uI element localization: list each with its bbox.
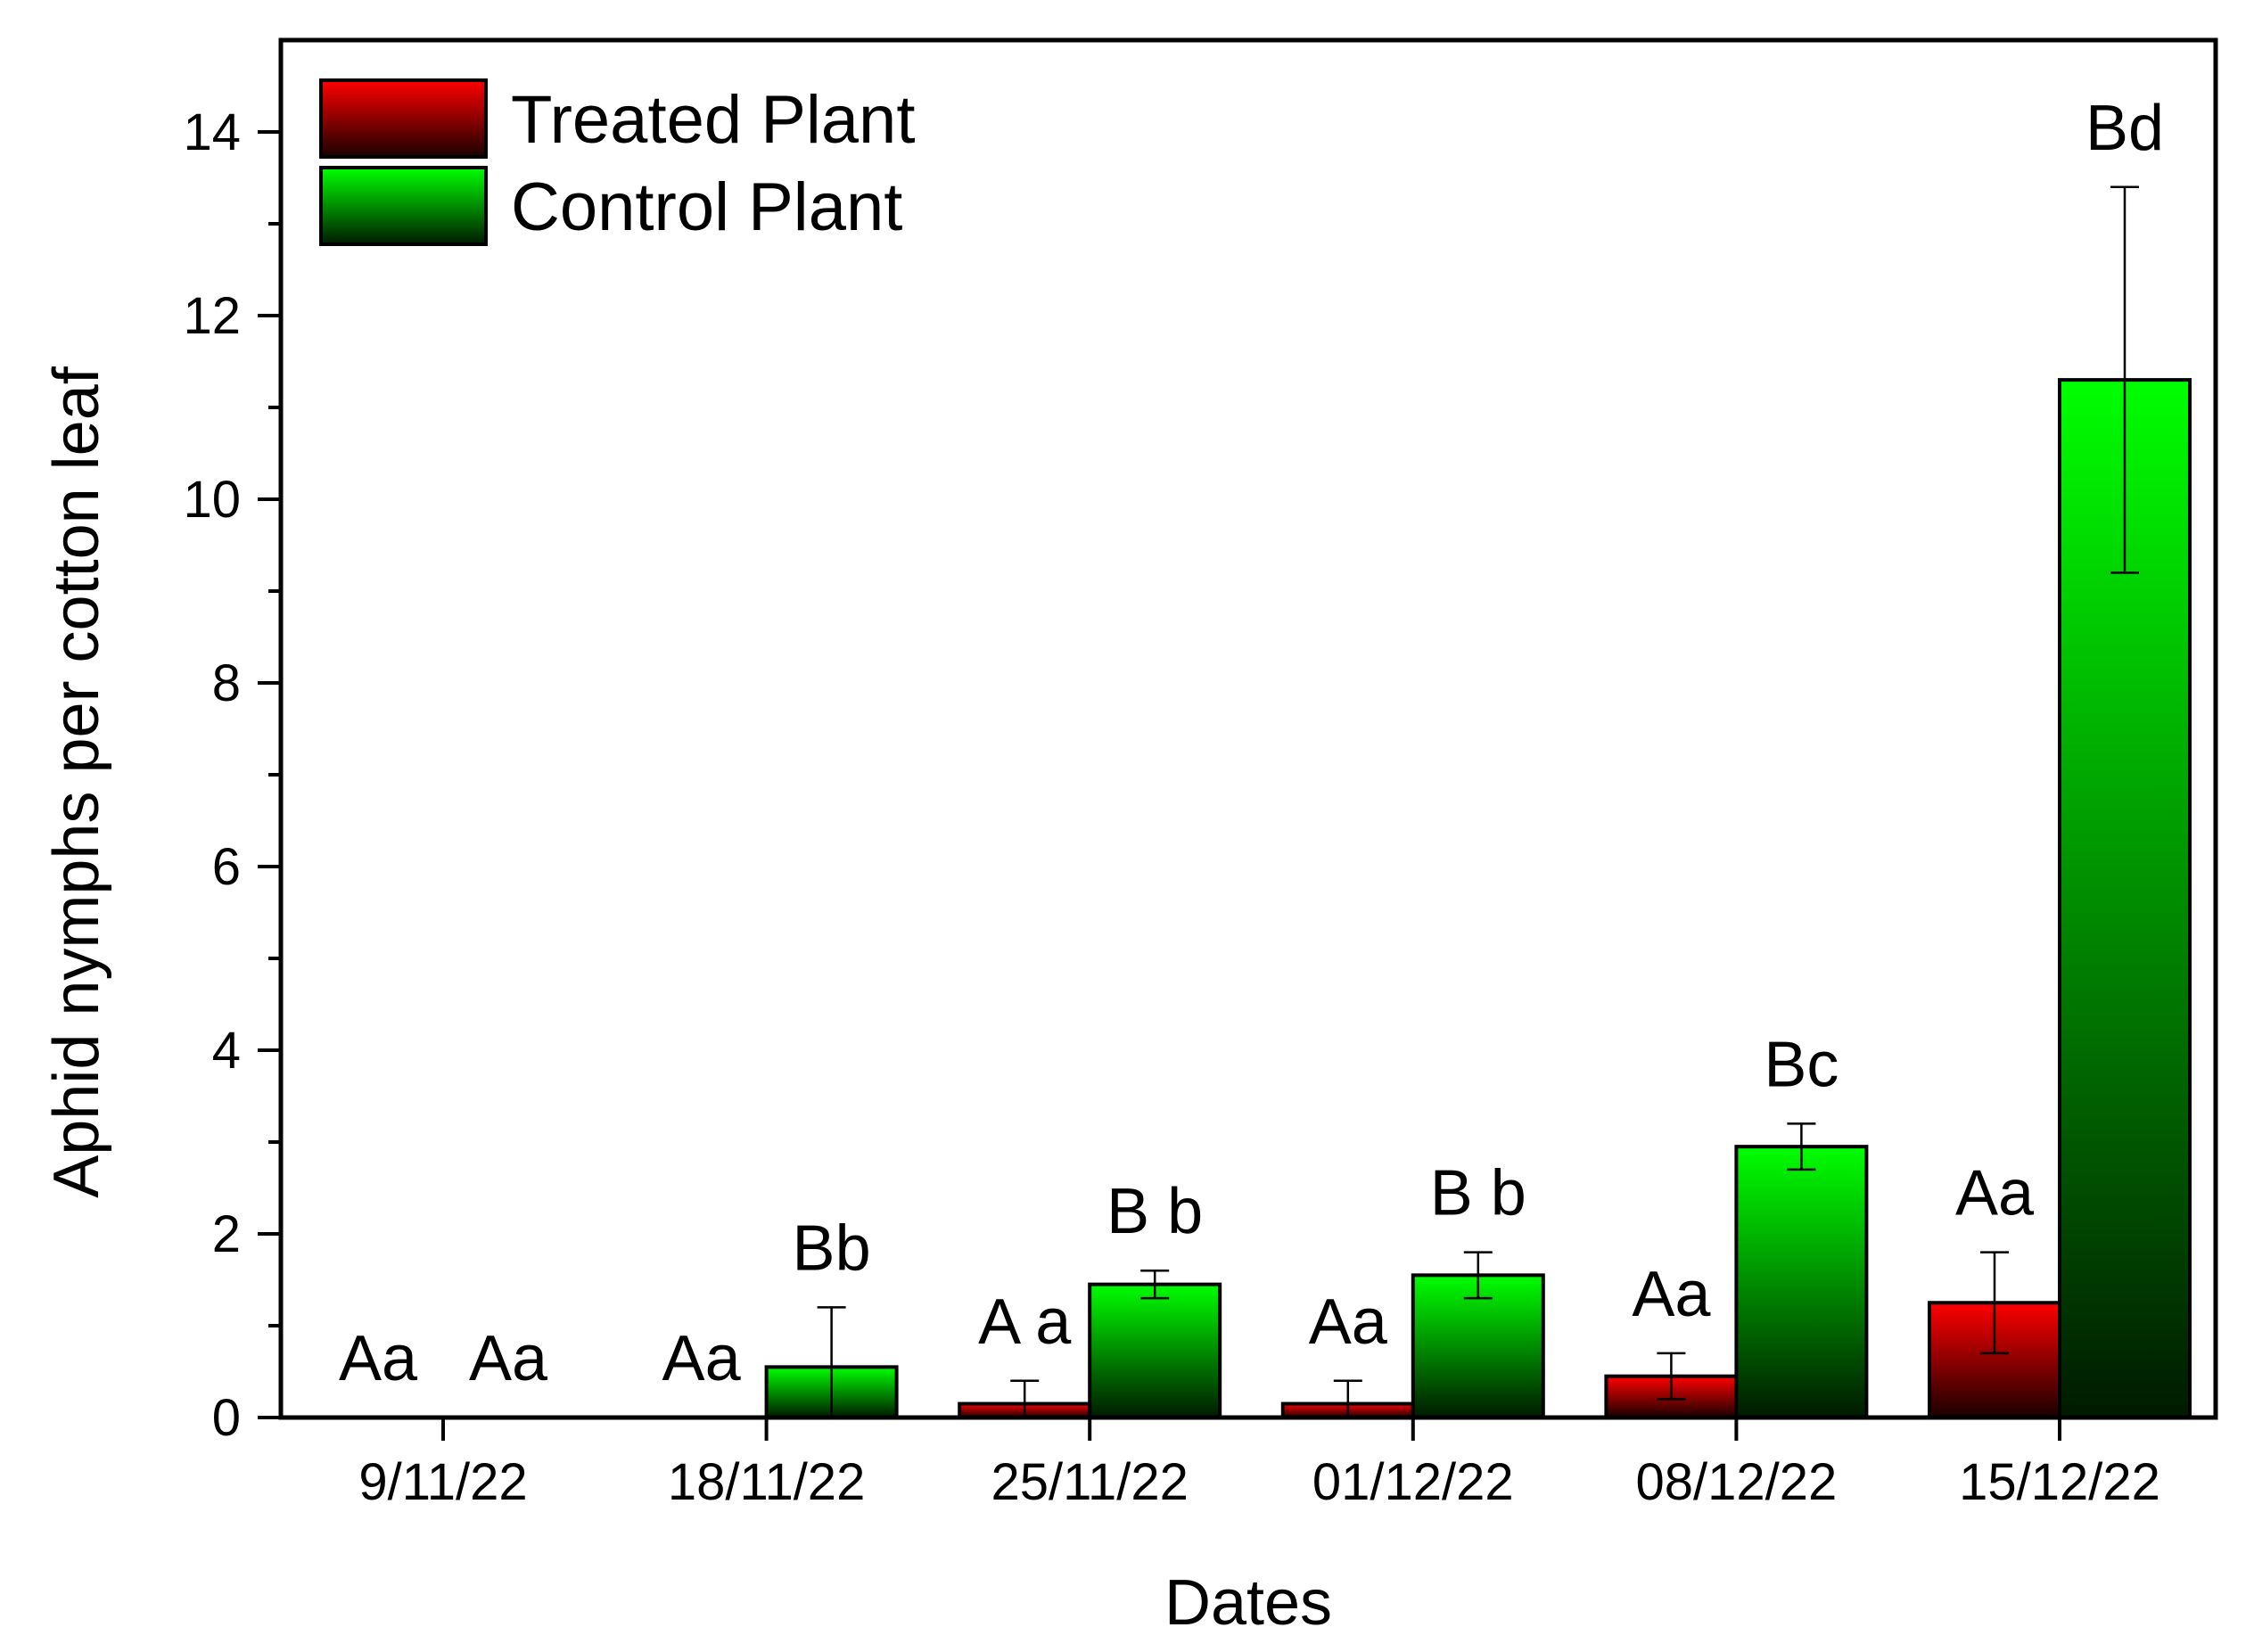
bar-control-2 bbox=[1088, 1282, 1222, 1420]
labels-layer: Aa Aa Aa Bb A a B b Aa B b Aa Bc Aa Bd bbox=[339, 93, 2164, 1394]
axes-layer: 0 2 4 6 8 10 12 14 9/11/22 18/11/22 25/11/22 01/12/… bbox=[41, 37, 2218, 1639]
significance-label-control-4: Bc bbox=[1764, 1029, 1839, 1100]
y-tick-label-7: 14 bbox=[183, 103, 241, 161]
x-tick-label-0: 9/11/22 bbox=[358, 1453, 527, 1511]
significance-label-treated-5: Aa bbox=[1955, 1158, 2035, 1229]
significance-label-treated-4: Aa bbox=[1632, 1259, 1711, 1330]
x-axis-title: Dates bbox=[1164, 1567, 1332, 1639]
significance-label-control-0: Aa bbox=[469, 1323, 548, 1394]
y-tick-label-2: 4 bbox=[212, 1022, 241, 1080]
significance-label-control-2: B b bbox=[1106, 1176, 1203, 1247]
significance-label-control-3: B b bbox=[1430, 1158, 1526, 1229]
legend-label-treated: Treated Plant bbox=[511, 82, 915, 158]
y-tick-label-6: 12 bbox=[183, 287, 241, 345]
x-tick-label-4: 08/12/22 bbox=[1636, 1453, 1838, 1511]
y-axis-title: Aphid nymphs per cotton leaf bbox=[41, 366, 112, 1198]
significance-label-treated-3: Aa bbox=[1309, 1286, 1388, 1358]
legend-swatch-treated bbox=[319, 78, 488, 159]
y-tick-label-3: 6 bbox=[212, 838, 241, 896]
y-tick-label-1: 2 bbox=[212, 1205, 241, 1263]
significance-label-control-1: Bb bbox=[793, 1212, 871, 1284]
significance-label-control-5: Bd bbox=[2085, 93, 2164, 164]
legend: Treated Plant Control Plant bbox=[319, 78, 915, 246]
x-tick-label-3: 01/12/22 bbox=[1312, 1453, 1514, 1511]
y-tick-label-5: 10 bbox=[183, 471, 241, 529]
bar-control-4 bbox=[1734, 1145, 1869, 1420]
error-bars-layer bbox=[817, 185, 2139, 1418]
x-tick-label-5: 15/12/22 bbox=[1959, 1453, 2160, 1511]
legend-swatch-control bbox=[319, 166, 488, 246]
x-tick-label-1: 18/11/22 bbox=[668, 1453, 865, 1511]
plot-frame bbox=[278, 37, 2218, 1420]
significance-label-treated-1: Aa bbox=[662, 1323, 742, 1394]
legend-label-control: Control Plant bbox=[511, 169, 902, 245]
significance-label-treated-2: A a bbox=[978, 1286, 1072, 1358]
x-tick-label-2: 25/11/22 bbox=[991, 1453, 1188, 1511]
y-tick-label-4: 8 bbox=[212, 654, 241, 712]
y-tick-label-0: 0 bbox=[212, 1389, 241, 1447]
significance-label-treated-0: Aa bbox=[339, 1323, 418, 1394]
